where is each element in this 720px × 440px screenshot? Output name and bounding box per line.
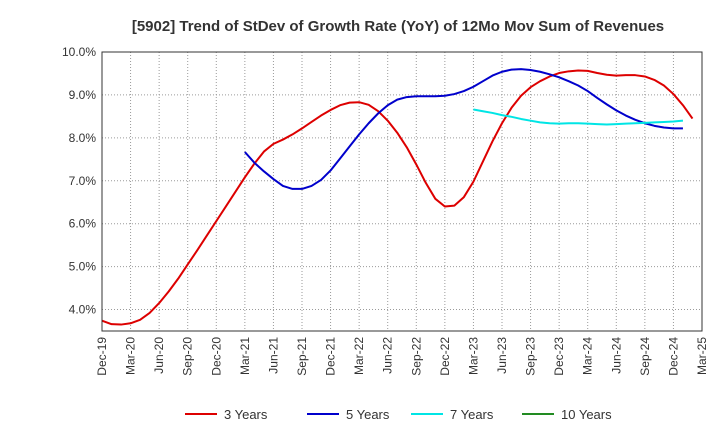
y-tick-label: 5.0% <box>69 260 97 274</box>
legend-label-3-years: 3 Years <box>224 407 268 422</box>
x-tick-label: Jun-24 <box>609 337 623 374</box>
x-tick-label: Mar-20 <box>124 337 138 375</box>
series-lines <box>101 68 694 326</box>
x-tick-label: Jun-23 <box>495 337 509 374</box>
x-axis: Dec-19 Mar-20 Jun-20 Sep-20 Dec-20 Mar-21 Jun-… <box>95 337 709 376</box>
x-tick-label: Mar-24 <box>581 337 595 375</box>
x-tick-label: Dec-20 <box>209 337 223 376</box>
x-tick-label: Dec-23 <box>552 337 566 376</box>
chart-title: [5902] Trend of StDev of Growth Rate (Yo… <box>132 18 664 35</box>
legend-label-5-years: 5 Years <box>346 407 390 422</box>
x-tick-label: Mar-21 <box>238 337 252 375</box>
y-tick-label: 8.0% <box>69 131 97 145</box>
x-tick-label: Sep-23 <box>524 337 538 376</box>
series-line-5-years <box>244 68 683 190</box>
plot-area-frame <box>101 51 703 332</box>
x-tick-label: Mar-25 <box>695 337 709 375</box>
y-tick-label: 6.0% <box>69 217 97 231</box>
series-line-3-years <box>101 69 694 326</box>
x-tick-label: Sep-21 <box>295 337 309 376</box>
series-line-7-years <box>473 108 684 126</box>
legend: 3 Years 5 Years 7 Years 10 Years <box>185 407 612 422</box>
y-tick-label: 4.0% <box>69 303 97 317</box>
x-tick-label: Dec-21 <box>324 337 338 376</box>
legend-label-10-years: 10 Years <box>561 407 612 422</box>
x-tick-label: Dec-19 <box>95 337 109 376</box>
x-tick-label: Jun-21 <box>266 337 280 374</box>
x-tick-label: Mar-22 <box>352 337 366 375</box>
y-tick-label: 10.0% <box>62 45 96 59</box>
x-tick-label: Sep-22 <box>409 337 423 376</box>
x-tick-label: Mar-23 <box>466 337 480 375</box>
y-tick-label: 9.0% <box>69 88 97 102</box>
x-tick-label: Sep-20 <box>181 337 195 376</box>
x-tick-label: Dec-24 <box>666 337 680 376</box>
x-tick-label: Jun-22 <box>381 337 395 374</box>
x-tick-label: Jun-20 <box>152 337 166 374</box>
y-tick-label: 7.0% <box>69 174 97 188</box>
legend-label-7-years: 7 Years <box>450 407 494 422</box>
y-axis: 4.0% 5.0% 6.0% 7.0% 8.0% 9.0% 10.0% <box>62 45 96 317</box>
x-tick-label: Dec-22 <box>438 337 452 376</box>
grid <box>101 51 703 331</box>
x-tick-label: Sep-24 <box>638 337 652 376</box>
